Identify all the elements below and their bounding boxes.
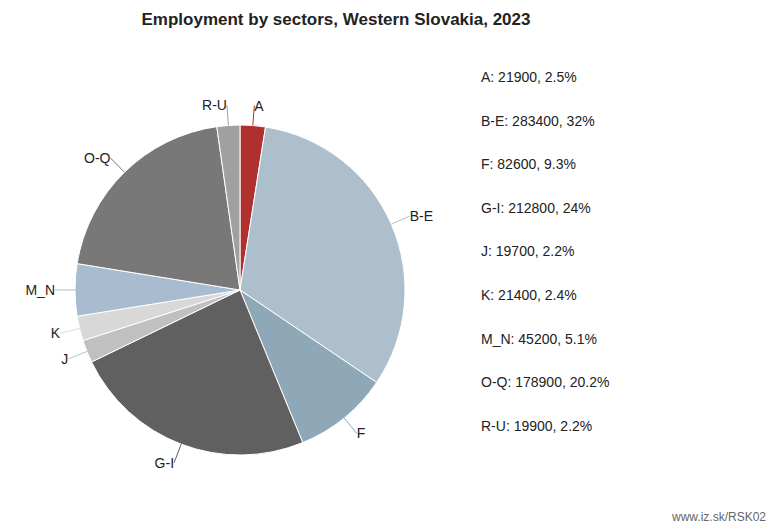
svg-text:K: K (51, 325, 61, 341)
svg-text:R-U: R-U (202, 97, 227, 113)
svg-text:F: F (357, 425, 366, 441)
html-text:F: 82600, 9.3%: F: 82600, 9.3% (481, 156, 576, 173)
html-text:M_N: 45200, 5.1%: M_N: 45200, 5.1% (481, 330, 597, 347)
html-text:A: 21900, 2.5%: A: 21900, 2.5% (481, 69, 577, 85)
html-text:B-E: 283400, 32%: B-E: 283400, 32% (481, 112, 595, 129)
html-text:K: 21400, 2.4%: K: 21400, 2.4% (481, 287, 577, 303)
svg-text:M_N: M_N (25, 282, 55, 298)
html-text:O-Q: 178900, 20.2%: O-Q: 178900, 20.2% (481, 374, 610, 391)
svg-text:A: A (254, 98, 264, 114)
svg-text:G-I: G-I (155, 455, 174, 471)
svg-text:J: J (61, 351, 68, 367)
html-text:Employment by sectors, Western: Employment by sectors, Western Slovakia,… (141, 10, 531, 29)
html-text:J: 19700, 2.2%: J: 19700, 2.2% (481, 243, 575, 260)
svg-text:O-Q: O-Q (84, 150, 111, 166)
html-text:R-U: 19900, 2.2%: R-U: 19900, 2.2% (481, 417, 593, 434)
svg-text:B-E: B-E (410, 208, 433, 224)
html-text:G-I: 212800, 24%: G-I: 212800, 24% (481, 199, 591, 216)
html-text:www.iz.sk/RSK02: www.iz.sk/RSK02 (672, 510, 766, 524)
